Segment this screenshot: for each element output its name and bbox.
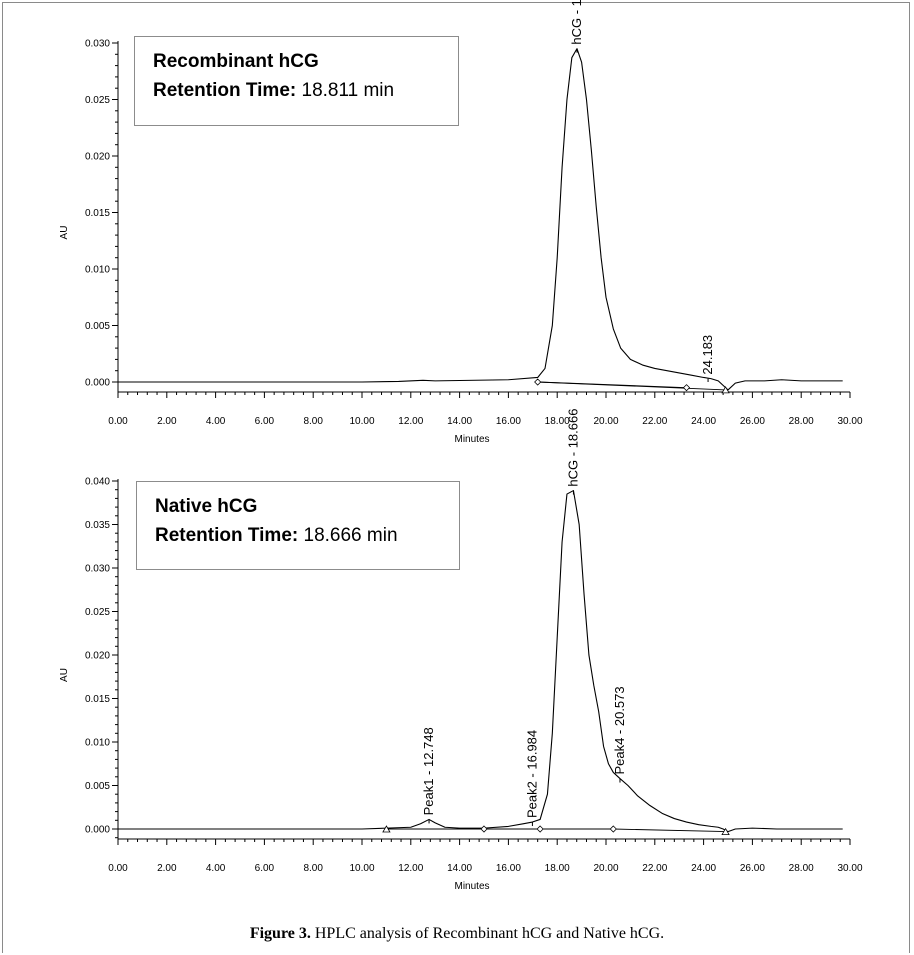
y-tick-label: 0.020	[85, 651, 110, 662]
y-tick-label: 0.015	[85, 694, 110, 705]
y-tick-label: 0.005	[85, 321, 110, 332]
y-tick-label: 0.035	[85, 520, 110, 531]
baseline-marker-triangle	[721, 386, 730, 394]
peak-label: Peak4 - 20.573	[612, 686, 627, 774]
info-rt-label: Retention Time:	[153, 80, 297, 101]
info-box-recombinant: Recombinant hCG Retention Time: 18.811 m…	[134, 36, 459, 126]
caption-text: HPLC analysis of Recombinant hCG and Nat…	[310, 925, 665, 942]
baseline-segment	[537, 381, 726, 391]
y-axis-title: AU	[59, 668, 70, 682]
x-tick-label: 0.00	[108, 863, 128, 874]
x-tick-label: 10.00	[349, 863, 374, 874]
info-retention-time: Retention Time: 18.666 min	[155, 521, 459, 550]
baseline-marker-diamond	[534, 378, 542, 386]
baseline-marker-diamond	[682, 384, 691, 392]
y-tick-label: 0.010	[85, 738, 110, 749]
x-tick-label: 18.00	[545, 863, 570, 874]
peak-label: Peak1 - 12.748	[421, 727, 436, 815]
x-tick-label: 14.00	[447, 863, 472, 874]
y-tick-label: 0.025	[85, 607, 110, 618]
y-tick-label: 0.030	[85, 564, 110, 575]
x-tick-label: 12.00	[398, 863, 423, 874]
x-tick-label: 2.00	[157, 863, 177, 874]
x-tick-label: 6.00	[255, 863, 275, 874]
x-tick-label: 8.00	[303, 416, 323, 427]
x-tick-label: 0.00	[108, 416, 128, 427]
x-tick-label: 30.00	[837, 863, 862, 874]
x-tick-label: 28.00	[789, 863, 814, 874]
x-tick-label: 16.00	[496, 863, 521, 874]
peak-label: hCG - 18.811	[569, 0, 584, 45]
x-tick-label: 28.00	[789, 416, 814, 427]
y-tick-label: 0.040	[85, 477, 110, 488]
x-tick-label: 22.00	[642, 416, 667, 427]
y-tick-label: 0.025	[85, 95, 110, 106]
x-axis-title: Minutes	[454, 434, 489, 445]
baseline-segment	[613, 828, 726, 833]
x-tick-label: 4.00	[206, 416, 226, 427]
x-tick-label: 30.00	[837, 416, 862, 427]
info-rt-value: 18.811 min	[296, 80, 395, 101]
x-tick-label: 20.00	[593, 863, 618, 874]
baseline-marker-diamond	[480, 825, 488, 833]
x-tick-label: 2.00	[157, 416, 177, 427]
baseline-marker-triangle	[721, 827, 730, 836]
figure-caption: Figure 3. HPLC analysis of Recombinant h…	[0, 925, 914, 943]
x-tick-label: 16.00	[496, 416, 521, 427]
y-tick-label: 0.015	[85, 208, 110, 219]
info-rt-value: 18.666 min	[298, 525, 398, 546]
x-tick-label: 26.00	[740, 863, 765, 874]
x-tick-label: 12.00	[398, 416, 423, 427]
baseline-marker-diamond	[536, 825, 544, 833]
x-tick-label: 24.00	[691, 416, 716, 427]
x-tick-label: 10.00	[349, 416, 374, 427]
baseline-marker-diamond	[609, 825, 617, 833]
x-tick-label: 6.00	[255, 416, 275, 427]
peak-label: Peak2 - 16.984	[524, 730, 539, 818]
x-axis-title: Minutes	[454, 881, 489, 892]
y-tick-label: 0.000	[85, 825, 110, 836]
y-tick-label: 0.005	[85, 781, 110, 792]
peak-label: hCG - 18.666	[565, 409, 580, 487]
peak-label: 24.183	[700, 335, 715, 375]
x-tick-label: 26.00	[740, 416, 765, 427]
chromatogram-trace	[118, 490, 843, 833]
y-tick-label: 0.020	[85, 152, 110, 163]
x-tick-label: 4.00	[206, 863, 226, 874]
info-box-native: Native hCG Retention Time: 18.666 min	[136, 481, 460, 570]
x-tick-label: 8.00	[303, 863, 323, 874]
x-tick-label: 18.00	[545, 416, 570, 427]
caption-label: Figure 3.	[249, 925, 311, 942]
info-title: Recombinant hCG	[153, 51, 319, 72]
x-tick-label: 22.00	[642, 863, 667, 874]
info-retention-time: Retention Time: 18.811 min	[153, 76, 458, 105]
x-tick-label: 20.00	[593, 416, 618, 427]
x-tick-label: 14.00	[447, 416, 472, 427]
y-tick-label: 0.010	[85, 265, 110, 276]
y-axis-title: AU	[59, 226, 70, 240]
x-tick-label: 24.00	[691, 863, 716, 874]
baseline-marker-triangle	[382, 825, 391, 833]
info-rt-label: Retention Time:	[155, 525, 299, 546]
y-tick-label: 0.030	[85, 39, 110, 50]
y-tick-label: 0.000	[85, 378, 110, 389]
info-title: Native hCG	[155, 496, 258, 517]
